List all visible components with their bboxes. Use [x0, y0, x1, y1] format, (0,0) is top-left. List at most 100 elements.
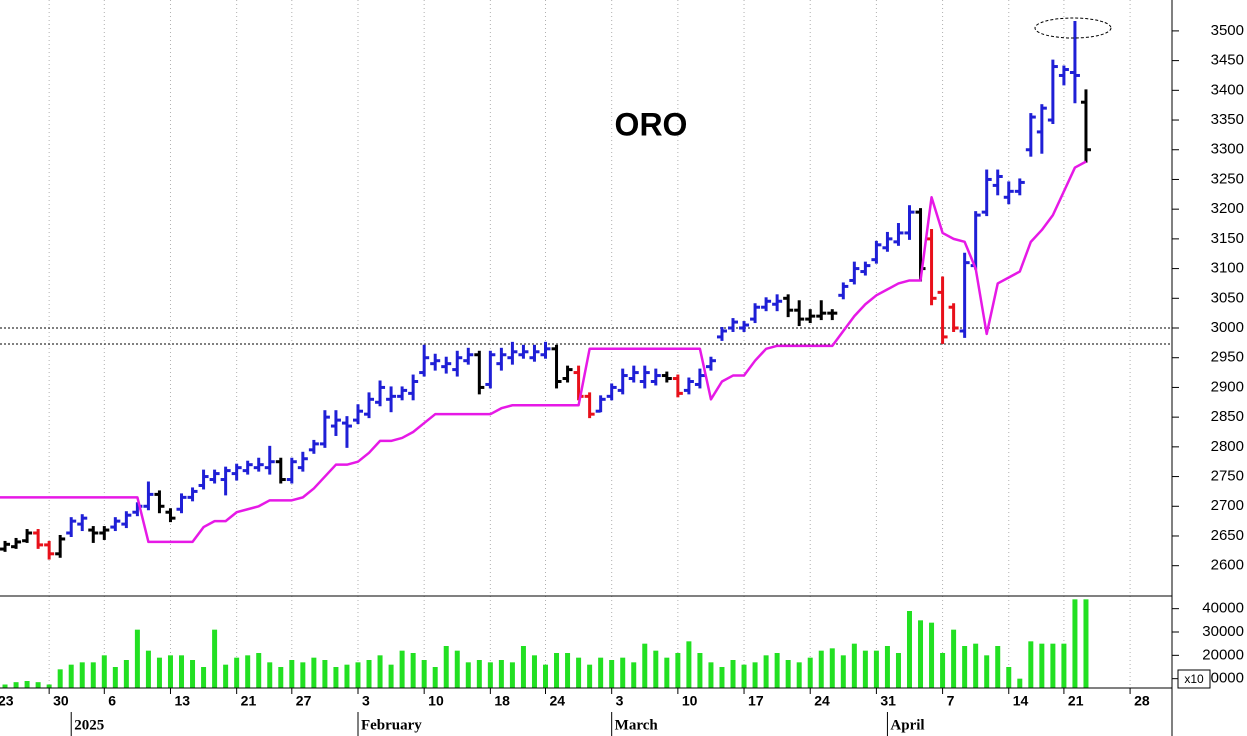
volume-bar [256, 653, 262, 688]
volume-bar [785, 660, 791, 688]
volume-bar [940, 653, 946, 688]
y-tick-label: 3100 [1211, 260, 1244, 277]
volume-bar [995, 646, 1001, 688]
volume-bar [741, 664, 747, 688]
volume-bar [598, 657, 604, 688]
volume-bar [344, 664, 350, 688]
volume-tick-label: 40000 [1202, 600, 1244, 617]
volume-bar [763, 655, 769, 688]
volume-bar [862, 650, 868, 688]
volume-bar [984, 655, 990, 688]
x-tick-label: 10 [682, 693, 698, 709]
volume-bar [112, 667, 118, 688]
y-tick-label: 3050 [1211, 289, 1244, 306]
volume-bar [267, 662, 273, 688]
volume-bar [377, 655, 383, 688]
y-tick-label: 2950 [1211, 349, 1244, 366]
volume-bar [818, 650, 824, 688]
x-tick-label: 14 [1013, 693, 1029, 709]
x-tick-label: 7 [947, 693, 955, 709]
volume-bar [1061, 643, 1067, 688]
y-tick-label: 3150 [1211, 230, 1244, 247]
volume-bar [156, 657, 162, 688]
x-tick-label: 24 [814, 693, 830, 709]
volume-bar [432, 667, 438, 688]
x-tick-label: 27 [296, 693, 312, 709]
x-tick-label: 21 [1068, 693, 1084, 709]
volume-bar [101, 655, 107, 688]
y-tick-label: 2700 [1211, 497, 1244, 514]
volume-bar [355, 662, 361, 688]
chart-title: ORO [615, 106, 688, 142]
volume-bar [509, 662, 515, 688]
volume-bar [807, 657, 813, 688]
highlight-ellipse [1034, 17, 1112, 39]
x-tick-label: 13 [174, 693, 190, 709]
x-tick-label: 3 [362, 693, 370, 709]
y-tick-label: 3200 [1211, 200, 1244, 217]
volume-bar [1072, 599, 1078, 688]
volume-bar [476, 660, 482, 688]
volume-bar [895, 653, 901, 688]
y-tick-label: 2650 [1211, 527, 1244, 544]
volume-bar [13, 682, 19, 688]
volume-bar [587, 664, 593, 688]
x-tick-label: 24 [550, 693, 566, 709]
volume-bar [179, 655, 185, 688]
volume-bar [465, 662, 471, 688]
volume-bar [520, 646, 526, 688]
month-label: February [361, 717, 422, 733]
volume-bar [454, 650, 460, 688]
trailing-line [0, 160, 1087, 544]
y-tick-label: 3450 [1211, 52, 1244, 69]
volume-tick-label: 30000 [1202, 623, 1244, 640]
volume-multiplier: x10 [1184, 672, 1204, 686]
volume-bar [201, 667, 207, 688]
volume-bar [697, 653, 703, 688]
volume-bar [134, 629, 140, 688]
volume-bar [212, 629, 218, 688]
volume-bar [620, 657, 626, 688]
volume-bar [79, 662, 85, 688]
volume-bar [1028, 641, 1034, 688]
volume-bar [719, 667, 725, 688]
volume-bar [57, 669, 63, 688]
volume-bar [951, 629, 957, 688]
volume-bar [289, 660, 295, 688]
volume-bar [796, 662, 802, 688]
y-tick-label: 3250 [1211, 170, 1244, 187]
volume-bar [873, 650, 879, 688]
volume-bar [190, 660, 196, 688]
volume-bar [234, 657, 240, 688]
x-tick-label: 18 [494, 693, 510, 709]
x-tick-label: 30 [53, 693, 69, 709]
x-tick-label: 28 [1134, 693, 1150, 709]
y-tick-label: 3500 [1211, 22, 1244, 39]
volume-bar [1050, 643, 1056, 688]
volume-tick-label: 20000 [1202, 646, 1244, 663]
volume-bar [2, 684, 8, 688]
volume-bar [322, 660, 328, 688]
grid-layer [0, 0, 1172, 688]
volume-bar [730, 660, 736, 688]
volume-bar [123, 660, 129, 688]
y-tick-label: 3300 [1211, 141, 1244, 158]
y-tick-label: 3350 [1211, 111, 1244, 128]
volume-bar [388, 664, 394, 688]
volume-bar [906, 611, 912, 688]
volume-bar [46, 684, 52, 688]
volume-bar [311, 657, 317, 688]
volume-bar [631, 662, 637, 688]
x-tick-label: 17 [748, 693, 764, 709]
axes-layer: 23 30 6 13 21 27 3 10 18 24 3 10 17 24 31 7 14 21 28 2025 Fe… [0, 22, 1244, 736]
volume-bar [245, 655, 251, 688]
y-tick-label: 2600 [1211, 557, 1244, 574]
volume-bar [543, 664, 548, 688]
x-tick-label: 21 [241, 693, 257, 709]
volume-bar [167, 655, 173, 688]
multiplier-box [1177, 669, 1211, 689]
month-label: March [615, 717, 659, 733]
